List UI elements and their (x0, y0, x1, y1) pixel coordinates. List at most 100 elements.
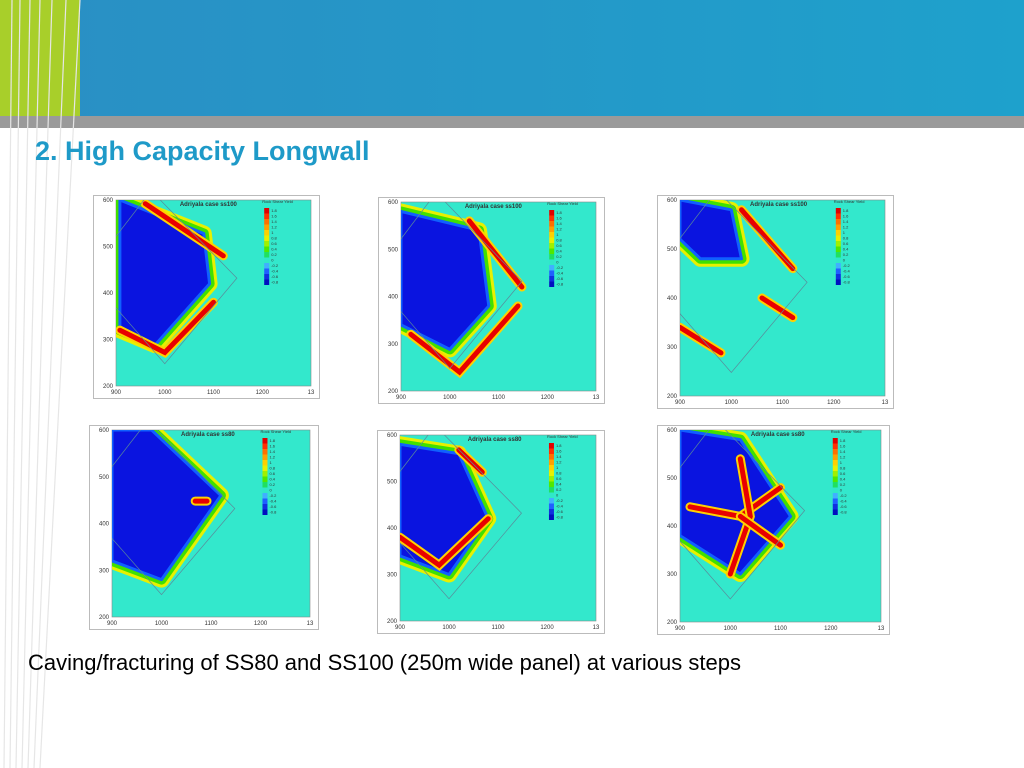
legend-swatch (264, 257, 270, 263)
legend-label: 0.2 (840, 482, 846, 487)
legend-title: Rock Shear Yield (260, 429, 291, 434)
legend-swatch (835, 241, 841, 247)
y-tick-label: 300 (667, 345, 678, 351)
legend-label: 1.2 (840, 455, 846, 460)
y-tick-label: 600 (99, 428, 110, 434)
legend-title: Rock Shear Yield (547, 201, 578, 206)
legend-swatch (548, 514, 554, 520)
legend-label: 1.4 (271, 219, 277, 224)
y-tick-label: 300 (388, 342, 399, 348)
legend-label: 0.6 (556, 476, 562, 481)
legend-label: -0.6 (556, 509, 564, 514)
legend-label: 0.2 (556, 254, 562, 259)
legend-label: 1.6 (269, 444, 275, 449)
legend-label: -0.6 (840, 504, 848, 509)
legend-label: 0.6 (269, 471, 275, 476)
y-tick-label: 500 (103, 245, 114, 251)
legend-label: -0.4 (556, 271, 564, 276)
caption: Caving/fracturing of SS80 and SS100 (250… (28, 650, 741, 675)
y-tick-label: 400 (387, 526, 398, 532)
legend-label: 0 (271, 258, 274, 263)
x-tick-label: 900 (675, 400, 686, 406)
legend-swatch (264, 213, 270, 219)
legend-label: 0.8 (271, 236, 277, 241)
contour-blue (401, 210, 491, 351)
legend-title: Rock Shear Yield (262, 199, 293, 204)
legend-swatch (832, 498, 838, 504)
contour-figure: Adriyala case ss100 Rock Shear Yield 1.8 1.… (378, 197, 605, 404)
legend-swatch (264, 224, 270, 230)
legend-swatch (262, 449, 268, 455)
legend-swatch (549, 254, 555, 260)
legend-label: -0.2 (556, 498, 564, 503)
legend-label: 1 (271, 230, 274, 235)
legend-label: -0.8 (556, 515, 564, 520)
y-tick-label: 300 (667, 572, 678, 578)
legend-swatch (549, 265, 555, 271)
legend-label: 1.2 (271, 225, 277, 230)
legend-label: 0.4 (843, 247, 849, 252)
legend-title: Rock Shear Yield (831, 429, 862, 434)
legend-swatch (549, 226, 555, 232)
panel-outline (680, 430, 806, 600)
legend-swatch (548, 498, 554, 504)
y-tick-label: 200 (667, 394, 678, 400)
legend-label: -0.6 (271, 274, 279, 279)
x-tick-label: 1000 (443, 395, 457, 401)
contour-blue (680, 200, 743, 261)
legend-swatch (835, 246, 841, 252)
legend-label: 1.2 (556, 460, 562, 465)
legend-label: 0.8 (556, 471, 562, 476)
y-tick-label: 500 (388, 247, 399, 253)
contours (400, 435, 522, 600)
legend-label: 1.4 (556, 221, 562, 226)
legend-swatch (835, 208, 841, 214)
legend-swatch (549, 221, 555, 227)
x-tick-label: 13 (308, 390, 315, 396)
legend-label: -0.4 (840, 499, 848, 504)
decor-lines (3, 0, 81, 768)
legend-swatch (264, 268, 270, 274)
x-tick-label: 1100 (205, 621, 219, 627)
legend-label: 0 (843, 258, 846, 263)
panel-outline (112, 430, 236, 596)
legend-swatch (835, 219, 841, 225)
x-tick-label: 13 (878, 626, 885, 632)
legend-swatch (835, 235, 841, 241)
panel-outline (401, 202, 523, 369)
contour-red (680, 324, 724, 356)
y-tick-label: 200 (99, 615, 110, 621)
x-tick-label: 1200 (824, 626, 838, 632)
legend-label: -0.4 (556, 504, 564, 509)
x-tick-label: 900 (396, 395, 407, 401)
legend-swatch (835, 213, 841, 219)
legend-label: 1 (269, 460, 272, 465)
contour-figure: Adriyala case ss80 Rock Shear Yield 1.8 1.6… (657, 425, 890, 635)
legend-swatch (264, 252, 270, 258)
legend-label: 1.2 (843, 225, 849, 230)
legend-swatch (548, 470, 554, 476)
legend-label: 0 (556, 260, 559, 265)
legend-swatch (262, 454, 268, 460)
legend-swatch (548, 492, 554, 498)
legend-swatch (549, 243, 555, 249)
x-tick-label: 900 (675, 626, 686, 632)
contour-plot: Adriyala case ss80 Rock Shear Yield 1.81.6… (99, 428, 314, 627)
x-tick-label: 13 (593, 625, 600, 631)
legend-swatch (549, 248, 555, 254)
legend-swatch (832, 504, 838, 510)
contours (680, 200, 808, 374)
legend-label: 1.8 (840, 438, 846, 443)
x-tick-label: 1200 (541, 395, 555, 401)
legend-swatch (549, 237, 555, 243)
legend-label: -0.4 (271, 269, 279, 274)
legend-swatch (262, 493, 268, 499)
legend-label: -0.8 (556, 282, 564, 287)
legend-label: 0 (840, 488, 843, 493)
legend-swatch (262, 487, 268, 493)
contour-figure: Adriyala case ss100 Rock Shear Yield 1.8 1.… (93, 195, 320, 399)
legend-swatch (264, 230, 270, 236)
y-tick-label: 200 (388, 389, 399, 395)
figure-title: Adriyala case ss100 (750, 202, 808, 208)
